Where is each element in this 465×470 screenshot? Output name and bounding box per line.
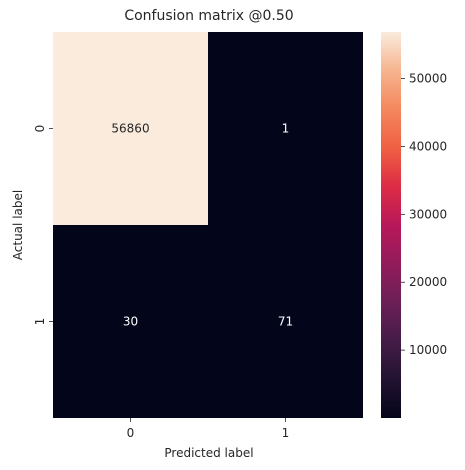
colorbar — [381, 32, 401, 418]
cell-label-0-0: 56860 — [111, 122, 149, 136]
x-tick-label-0: 0 — [127, 426, 135, 440]
y-tick-label-1: 1 — [33, 318, 47, 326]
cell-label-1-0: 30 — [123, 315, 138, 329]
cell-1-0 — [53, 225, 208, 418]
x-tick-label-1: 1 — [282, 426, 290, 440]
colorbar-tick-label-3: 40000 — [409, 139, 447, 153]
heatmap-cells — [53, 32, 363, 418]
colorbar-ticks: 10000 20000 30000 40000 50000 — [401, 72, 447, 357]
colorbar-tick-label-4: 50000 — [409, 72, 447, 86]
cell-1-1 — [208, 225, 363, 418]
x-axis-label: Predicted label — [164, 446, 253, 460]
cell-label-0-1: 1 — [282, 122, 290, 136]
y-axis-label: Actual label — [11, 190, 25, 260]
cell-label-1-1: 71 — [278, 315, 293, 329]
colorbar-tick-label-1: 20000 — [409, 275, 447, 289]
cell-0-1 — [208, 32, 363, 225]
colorbar-tick-label-2: 30000 — [409, 207, 447, 221]
cell-0-0 — [53, 32, 208, 225]
colorbar-tick-label-0: 10000 — [409, 343, 447, 357]
chart-title: Confusion matrix @0.50 — [124, 8, 293, 24]
y-axis-ticks: 01 — [33, 125, 53, 326]
y-tick-label-0: 0 — [33, 125, 47, 133]
heatmap-cell-labels: 56860 1 30 71 — [111, 122, 293, 329]
